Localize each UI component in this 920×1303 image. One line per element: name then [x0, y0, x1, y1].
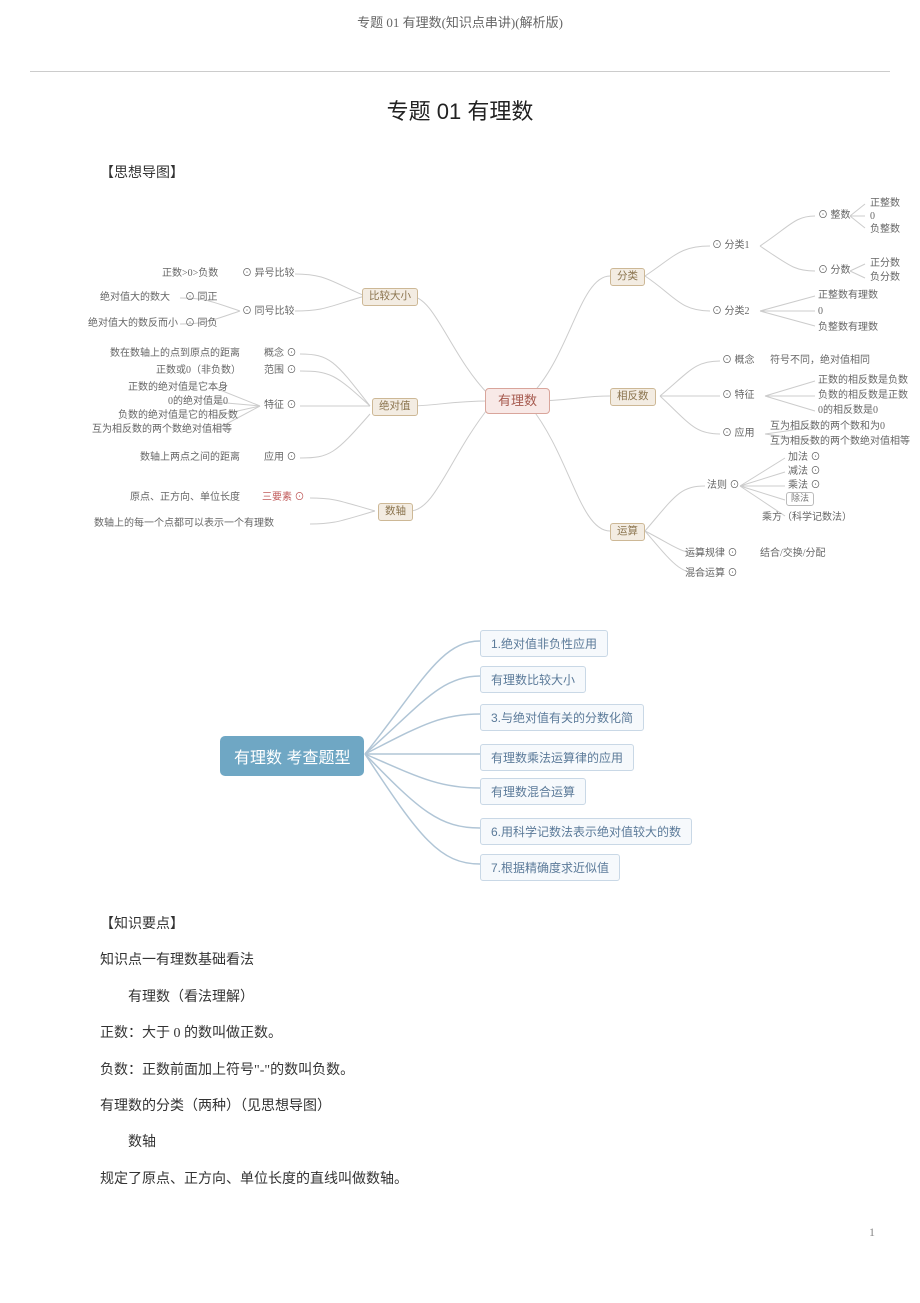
- mm-r1b-i2: 负整数有理数: [818, 322, 878, 333]
- mm2-item-5: 6.用科学记数法表示绝对值较大的数: [480, 818, 692, 845]
- mm-l1: 比较大小: [362, 288, 418, 306]
- mm-l1a-t: 正数>0>负数: [162, 268, 218, 279]
- mm-l2c: 特征 ⊙: [264, 400, 297, 411]
- page-title: 专题 01 有理数: [100, 72, 820, 154]
- mm-l3: 数轴: [378, 503, 413, 521]
- mm-r3a-i0: 加法 ⊙: [788, 452, 821, 463]
- mm-r2c-i1: 互为相反数的两个数绝对值相等: [770, 436, 910, 447]
- mm-l1a: ⊙ 异号比较: [242, 268, 295, 279]
- mindmap-2: 有理数 考查题型 1.绝对值非负性应用 有理数比较大小 3.与绝对值有关的分数化…: [160, 616, 760, 896]
- mm-l1b1-t: 绝对值大的数大: [100, 292, 170, 303]
- mm-l2c-i0: 正数的绝对值是它本身: [128, 382, 228, 393]
- mm-l2a: 概念 ⊙: [264, 348, 297, 359]
- mm-r1: 分类: [610, 268, 645, 286]
- mm-l2: 绝对值: [372, 398, 418, 416]
- mm2-item-4: 有理数混合运算: [480, 778, 586, 805]
- mm-r1a: ⊙ 分类1: [712, 240, 750, 251]
- mm-l1b1: ⊙ 同正: [185, 292, 218, 303]
- mm-r2: 相反数: [610, 388, 656, 406]
- mm-l1b: ⊙ 同号比较: [242, 306, 295, 317]
- mm2-center: 有理数 考查题型: [220, 736, 364, 776]
- section-knowledge-label: 【知识要点】: [100, 914, 820, 936]
- mm-r2b: ⊙ 特征: [722, 390, 755, 401]
- mm-r1a-i5: 正分数: [870, 258, 900, 269]
- kn-p5: 有理数的分类（两种）（见思想导图）: [100, 1096, 820, 1118]
- mm-l2c-i1: 0的绝对值是0: [168, 396, 228, 407]
- mm-r1b: ⊙ 分类2: [712, 306, 750, 317]
- mm-r2a-t: 符号不同，绝对值相同: [770, 355, 870, 366]
- content-area: 专题 01 有理数 【思想导图】: [30, 71, 890, 1255]
- kn-p7: 规定了原点、正方向、单位长度的直线叫做数轴。: [100, 1169, 820, 1191]
- mm-r1a-i3: 负整数: [870, 224, 900, 235]
- page-header: 专题 01 有理数(知识点串讲)(解析版): [0, 0, 920, 71]
- mindmap-1: 有理数 document.querySelector('[data-name="…: [100, 196, 880, 606]
- kn-p3: 正数：大于 0 的数叫做正数。: [100, 1023, 820, 1045]
- mm2-item-0: 1.绝对值非负性应用: [480, 630, 608, 657]
- mm-r3: 运算: [610, 523, 645, 541]
- mm-l3b-t: 数轴上的每一个点都可以表示一个有理数: [94, 518, 274, 529]
- mm-r3b: 运算规律 ⊙: [685, 548, 738, 559]
- mm-r2a: ⊙ 概念: [722, 355, 755, 366]
- mm-r1b-i1: 0: [818, 306, 823, 317]
- mm2-item-6: 7.根据精确度求近似值: [480, 854, 620, 881]
- mm-r1a-i6: 负分数: [870, 272, 900, 283]
- kn-p6: 数轴: [100, 1132, 820, 1154]
- mm-l2c-i2: 负数的绝对值是它的相反数: [118, 410, 238, 421]
- mm-r3a-i4: 乘方（科学记数法）: [762, 512, 852, 523]
- mm-l3a-t: 原点、正方向、单位长度: [130, 492, 240, 503]
- mm-l2c-i3: 互为相反数的两个数绝对值相等: [92, 424, 232, 435]
- kn-p4: 负数：正数前面加上符号"-"的数叫负数。: [100, 1060, 820, 1082]
- mm2-item-1: 有理数比较大小: [480, 666, 586, 693]
- mm-r2b-i0: 正数的相反数是负数: [818, 375, 908, 386]
- mm-l2a-t: 数在数轴上的点到原点的距离: [110, 348, 240, 359]
- mm-r2c-i0: 互为相反数的两个数和为0: [770, 421, 885, 432]
- mm-l2b-t: 正数或0（非负数）: [156, 365, 241, 376]
- mm-r3b-t: 结合/交换/分配: [760, 548, 826, 559]
- mm-l2d-t: 数轴上两点之间的距离: [140, 452, 240, 463]
- mm-r3a-i1: 减法 ⊙: [788, 466, 821, 477]
- mm-r1b-i0: 正整数有理数: [818, 290, 878, 301]
- mm-l2d: 应用 ⊙: [264, 452, 297, 463]
- knowledge-section: 【知识要点】 知识点一有理数基础看法 有理数（看法理解） 正数：大于 0 的数叫…: [100, 914, 820, 1191]
- mm-r1a-i1: 正整数: [870, 198, 900, 209]
- mm-l2b: 范围 ⊙: [264, 365, 297, 376]
- mm-center: 有理数: [485, 388, 550, 414]
- mm-r2b-i2: 0的相反数是0: [818, 405, 878, 416]
- mm-r3a-i3: 除法: [786, 492, 814, 506]
- mm-r2b-i1: 负数的相反数是正数: [818, 390, 908, 401]
- mm-r3a: 法则 ⊙: [707, 480, 740, 491]
- mm-r1a-i4: ⊙ 分数: [818, 265, 851, 276]
- mm-l1b2-t: 绝对值大的数反而小: [88, 318, 178, 329]
- mm-r1a-i2: 0: [870, 211, 875, 222]
- section-mindmap-label: 【思想导图】: [100, 162, 820, 182]
- mm-r3c: 混合运算 ⊙: [685, 568, 738, 579]
- page-number: 1: [869, 1225, 875, 1240]
- kn-p1: 知识点一有理数基础看法: [100, 950, 820, 972]
- mm-r3a-i2: 乘法 ⊙: [788, 480, 821, 491]
- kn-p2: 有理数（看法理解）: [100, 987, 820, 1009]
- mm2-item-2: 3.与绝对值有关的分数化简: [480, 704, 644, 731]
- mm-l1b2: ⊙ 同负: [185, 318, 218, 329]
- mm-r1a-i0: ⊙ 整数: [818, 210, 851, 221]
- mm2-item-3: 有理数乘法运算律的应用: [480, 744, 634, 771]
- mm-l3a: 三要素 ⊙: [262, 492, 305, 503]
- mm-r2c: ⊙ 应用: [722, 428, 755, 439]
